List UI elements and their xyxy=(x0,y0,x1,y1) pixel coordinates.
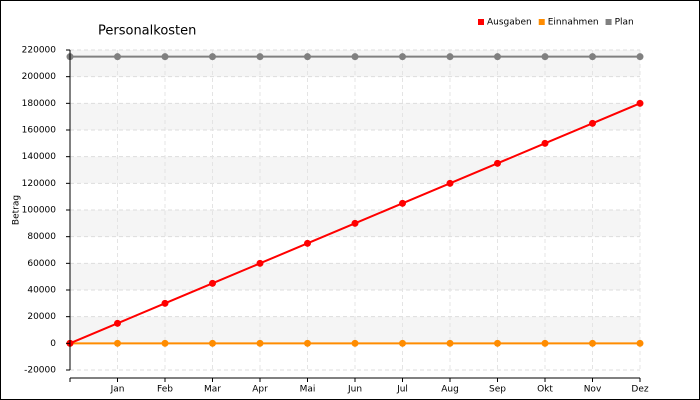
data-point xyxy=(399,339,406,347)
data-point xyxy=(399,199,406,207)
x-tick-label: Mar xyxy=(204,385,221,395)
x-tick-label: Aug xyxy=(441,385,459,395)
data-point xyxy=(304,239,311,247)
data-point xyxy=(636,99,644,107)
legend-label: Plan xyxy=(615,18,634,28)
legend-label: Einnahmen xyxy=(548,18,599,28)
data-point xyxy=(304,339,311,347)
data-point xyxy=(351,219,359,227)
data-point xyxy=(636,53,644,61)
y-tick-label: 60000 xyxy=(27,259,56,269)
x-tick-label: Jul xyxy=(396,385,408,395)
data-point xyxy=(494,159,501,167)
legend-label: Ausgaben xyxy=(487,18,532,28)
chart-title: Personalkosten xyxy=(98,24,196,39)
legend-swatch xyxy=(538,19,545,25)
data-point xyxy=(589,339,596,347)
data-point xyxy=(446,53,454,61)
x-tick-label: Nov xyxy=(584,385,602,395)
y-tick-label: 100000 xyxy=(22,206,57,216)
data-point xyxy=(161,339,169,347)
data-point xyxy=(589,119,596,127)
data-point xyxy=(636,339,644,347)
y-tick-label: 140000 xyxy=(22,152,57,162)
data-point xyxy=(209,53,216,61)
x-tick-label: Mai xyxy=(300,385,316,395)
y-tick-label: 220000 xyxy=(22,46,57,56)
x-tick-label: Dez xyxy=(631,385,648,395)
y-tick-label: 160000 xyxy=(22,126,57,136)
y-tick-label: 180000 xyxy=(22,99,57,109)
y-tick-label: 20000 xyxy=(27,312,56,322)
y-tick-label: 40000 xyxy=(27,286,56,296)
y-tick-label: 80000 xyxy=(27,232,56,242)
data-point xyxy=(541,53,549,61)
x-tick-label: Feb xyxy=(157,385,173,395)
data-point xyxy=(541,339,549,347)
data-point xyxy=(114,319,121,327)
data-point xyxy=(304,53,311,61)
data-point xyxy=(494,339,501,347)
y-tick-label: -20000 xyxy=(24,366,56,376)
data-point xyxy=(351,53,359,61)
y-axis-label: Betrag xyxy=(12,195,22,225)
y-tick-label: 120000 xyxy=(22,179,57,189)
data-point xyxy=(351,339,359,347)
data-point xyxy=(161,53,169,61)
data-point xyxy=(114,53,121,61)
plot xyxy=(66,53,644,347)
x-tick-label: Sep xyxy=(489,385,506,395)
data-point xyxy=(541,139,549,147)
y-tick-label: 200000 xyxy=(22,72,57,82)
data-point xyxy=(256,259,264,267)
data-point xyxy=(446,339,454,347)
data-point xyxy=(446,179,454,187)
data-point xyxy=(399,53,406,61)
data-point xyxy=(114,339,121,347)
data-point xyxy=(161,299,169,307)
legend-swatch xyxy=(605,19,612,25)
data-point xyxy=(256,339,264,347)
data-point xyxy=(256,53,264,61)
data-point xyxy=(209,279,216,287)
data-point xyxy=(209,339,216,347)
data-point xyxy=(494,53,501,61)
x-tick-label: Jan xyxy=(110,385,125,395)
x-tick-label: Okt xyxy=(537,385,553,395)
data-point xyxy=(589,53,596,61)
x-tick-label: Jun xyxy=(347,385,362,395)
y-tick-label: 0 xyxy=(50,339,56,349)
legend-swatch xyxy=(478,19,484,25)
x-tick-label: Apr xyxy=(252,385,268,395)
